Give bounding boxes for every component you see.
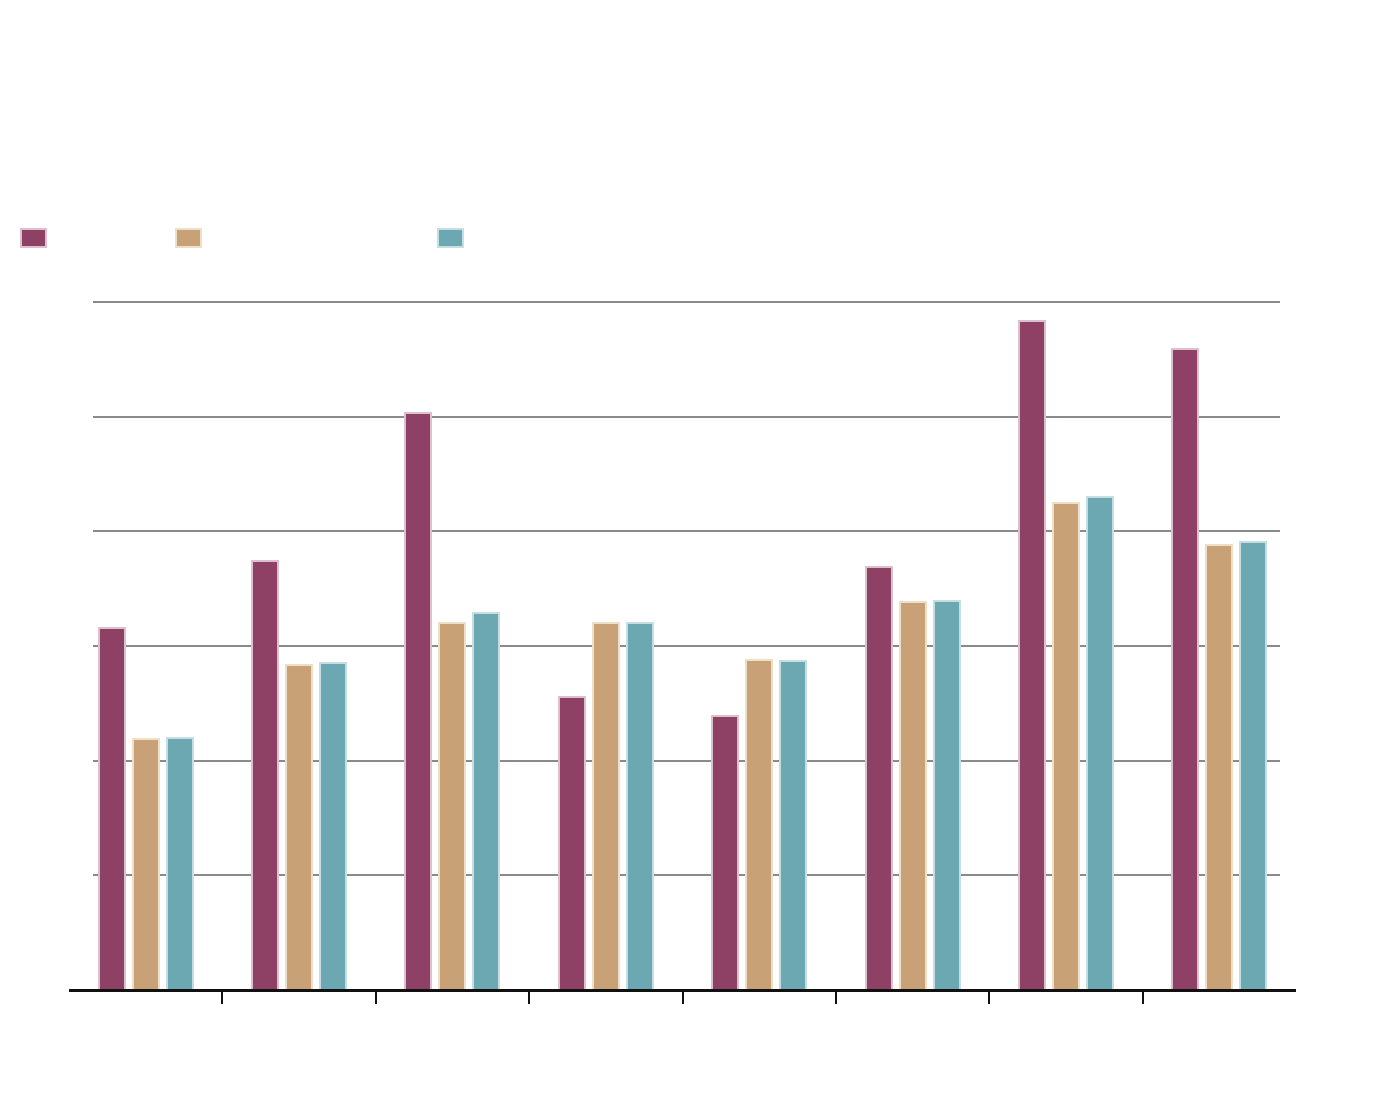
bar-teal-series-group-5 <box>779 659 808 990</box>
x-axis-tick <box>374 990 377 1004</box>
bar-maroon-series-group-7 <box>1017 320 1046 990</box>
y-gridline <box>93 301 1280 303</box>
y-gridline <box>93 530 1280 533</box>
bar-teal-series-group-6 <box>932 600 961 990</box>
legend-swatch-tan-icon <box>175 228 202 248</box>
bar-teal-series-group-4 <box>625 621 654 990</box>
legend-item-tan <box>175 228 212 248</box>
x-axis-tick <box>681 990 684 1004</box>
bar-tan-series-group-7 <box>1051 501 1080 990</box>
x-axis-tick <box>988 990 991 1004</box>
bar-maroon-series-group-4 <box>557 696 586 990</box>
x-axis-tick <box>221 990 224 1004</box>
y-gridline <box>93 645 1280 647</box>
legend-item-teal <box>437 228 474 248</box>
y-gridline <box>93 415 1280 418</box>
bar-teal-series-group-2 <box>319 662 348 990</box>
legend-swatch-maroon-icon <box>20 228 47 248</box>
bar-teal-series-group-8 <box>1239 540 1268 990</box>
bar-maroon-series-group-6 <box>864 565 893 990</box>
bar-maroon-series-group-8 <box>1171 347 1200 990</box>
bar-tan-series-group-3 <box>438 621 467 990</box>
bar-tan-series-group-8 <box>1205 543 1234 990</box>
bar-tan-series-group-1 <box>131 737 160 990</box>
legend-swatch-teal-icon <box>437 228 464 248</box>
bar-maroon-series-group-5 <box>711 714 740 990</box>
bar-tan-series-group-6 <box>898 601 927 990</box>
x-axis-tick <box>528 990 531 1004</box>
legend-item-maroon <box>20 228 57 248</box>
bar-teal-series-group-7 <box>1085 495 1114 990</box>
bar-tan-series-group-4 <box>591 621 620 990</box>
bar-tan-series-group-2 <box>285 664 314 990</box>
bar-teal-series-group-1 <box>165 736 194 990</box>
bar-maroon-series-group-3 <box>404 412 433 990</box>
x-axis-tick <box>834 990 837 1004</box>
y-gridline <box>93 759 1280 762</box>
bar-maroon-series-group-1 <box>97 626 126 990</box>
bar-maroon-series-group-2 <box>251 560 280 990</box>
bar-tan-series-group-5 <box>745 658 774 990</box>
bar-teal-series-group-3 <box>472 611 501 990</box>
x-axis-tick <box>1141 990 1144 1004</box>
y-gridline <box>93 874 1280 877</box>
